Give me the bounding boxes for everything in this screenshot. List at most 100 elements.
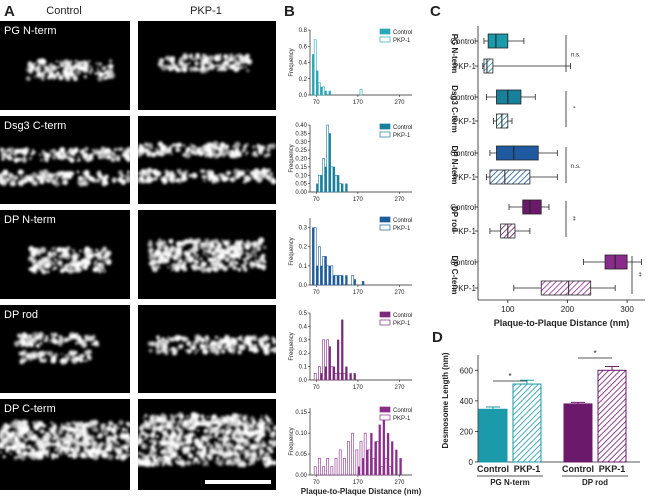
signal-spot — [249, 416, 255, 421]
signal — [157, 52, 253, 74]
signal-spot — [162, 459, 167, 464]
group-label: DP N-term — [450, 146, 459, 185]
signal-spot — [193, 425, 197, 429]
significance-label: n.s. — [571, 164, 581, 170]
group-label: Dsg3 C-term — [450, 85, 459, 133]
signal-spot — [244, 54, 249, 59]
signal-spot — [237, 445, 243, 451]
x-tick-label: 70 — [313, 197, 320, 203]
signal-spot — [22, 450, 28, 456]
y-tick-label: 0.05 — [295, 182, 307, 188]
signal-spot — [91, 148, 95, 152]
signal-spot — [179, 259, 183, 263]
signal-spot — [50, 248, 53, 251]
signal-spot — [232, 247, 239, 254]
signal-spot — [176, 252, 183, 258]
signal-spot — [103, 445, 106, 447]
x-tick-label: 100 — [501, 305, 515, 314]
signal-spot — [165, 57, 168, 60]
signal-spot — [83, 427, 87, 432]
signal-spot — [48, 180, 51, 183]
category-label: PKP-1 — [453, 62, 477, 71]
signal-spot — [79, 249, 82, 253]
signal-spot — [258, 456, 261, 460]
signal-spot — [71, 248, 75, 252]
legend-label: Control — [393, 313, 412, 319]
signal-spot — [103, 71, 108, 75]
signal-spot — [20, 175, 24, 179]
signal-spot — [243, 426, 247, 430]
signal-spot — [144, 437, 147, 441]
x-tick-label: 270 — [395, 290, 406, 296]
signal-spot — [176, 434, 180, 439]
histogram-bar — [316, 70, 319, 96]
histogram-bar — [382, 416, 386, 476]
signal-spot — [258, 448, 265, 455]
histogram-bar — [345, 366, 348, 381]
signal-spot — [57, 451, 60, 454]
signal-spot — [101, 451, 109, 458]
y-tick-label: 0.5 — [299, 311, 308, 317]
row-label: PG N-term — [4, 25, 57, 37]
x-tick-label: 270 — [395, 480, 406, 486]
signal-spot — [126, 422, 132, 428]
histogram-bar — [328, 265, 331, 286]
y-tick-label: 0.35 — [295, 131, 307, 137]
micrograph — [0, 305, 130, 393]
signal-spot — [188, 174, 192, 178]
histogram-bar — [347, 441, 350, 476]
signal-spot — [84, 439, 90, 445]
signal-spot — [246, 240, 250, 243]
signal-spot — [91, 342, 94, 346]
signal-spot — [209, 435, 213, 439]
signal-spot — [156, 335, 160, 340]
signal-spot — [175, 179, 179, 183]
signal-spot — [81, 259, 85, 263]
signal-spot — [74, 444, 80, 450]
y-tick-label: 0.1 — [299, 264, 308, 270]
signal-spot — [8, 172, 14, 179]
signal-spot — [44, 351, 49, 355]
signal-spot — [79, 149, 85, 155]
y-tick-label: 0.00 — [295, 473, 307, 479]
signal-spot — [57, 260, 63, 266]
histogram-bar — [372, 457, 375, 476]
signal-spot — [194, 434, 197, 437]
signal-spot — [118, 419, 124, 426]
signal-spot — [33, 263, 39, 269]
signal-spot — [152, 455, 156, 459]
signal-spot — [39, 451, 44, 457]
signal-spot — [161, 257, 167, 264]
signal-spot — [199, 257, 203, 261]
signal-spot — [147, 459, 152, 464]
signal-spot — [85, 353, 88, 356]
signal-spot — [205, 339, 209, 343]
signal-spot — [182, 436, 185, 439]
signal-spot — [193, 420, 200, 427]
signal-spot — [201, 447, 205, 451]
signal-spot — [42, 451, 46, 454]
signal-spot — [150, 341, 156, 347]
signal-spot — [193, 66, 199, 72]
signal-spot — [102, 246, 107, 252]
signal-spot — [66, 269, 69, 273]
signal-spot — [225, 460, 231, 466]
signal-spot — [228, 171, 232, 175]
signal-spot — [18, 182, 21, 185]
signal-spot — [202, 418, 206, 422]
signal-spot — [227, 246, 233, 252]
signal-spot — [167, 265, 170, 269]
signal-spot — [225, 446, 231, 452]
signal-spot — [160, 419, 165, 424]
signal-spot — [221, 239, 224, 242]
signal-spot — [242, 180, 247, 184]
signal-spot — [86, 349, 92, 355]
signal-spot — [192, 240, 197, 245]
signal-spot — [217, 253, 222, 259]
y-tick-label: 0.8 — [299, 28, 308, 34]
signal-spot — [49, 149, 54, 154]
signal-spot — [157, 141, 164, 147]
signal-spot — [107, 154, 112, 159]
signal-spot — [3, 430, 11, 438]
signal-spot — [142, 443, 148, 450]
